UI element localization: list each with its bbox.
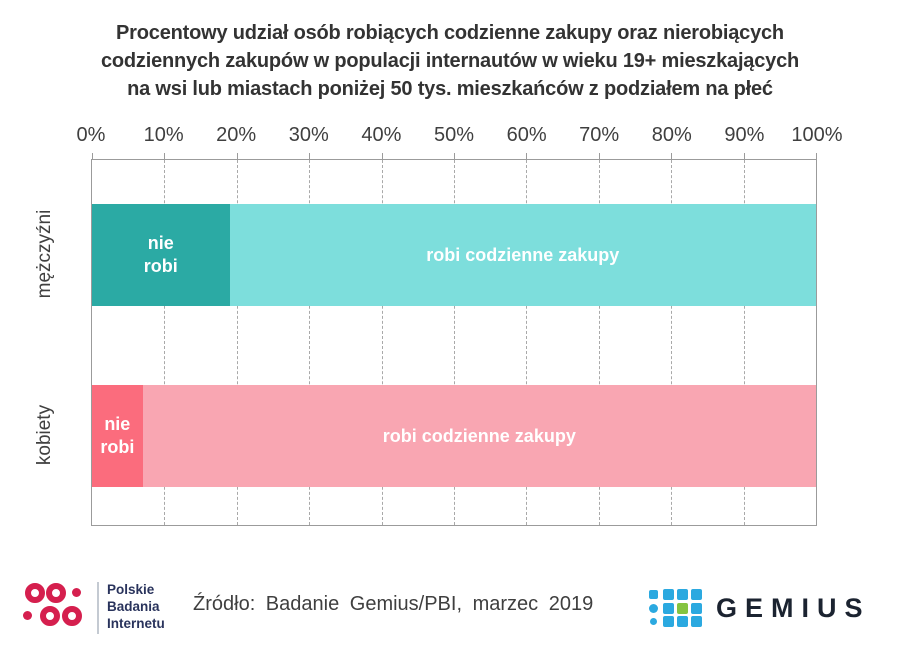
- x-axis-tick-label: 90%: [724, 124, 765, 146]
- x-axis-tick-label: 30%: [288, 124, 329, 146]
- pbi-logo-donut-icon: [25, 583, 45, 603]
- gridline: [454, 160, 455, 525]
- gemius-grid-square-icon: [663, 603, 674, 614]
- x-axis-tick-label: 10%: [143, 124, 184, 146]
- bar-segment-robi: robi codzienne zakupy: [142, 385, 816, 487]
- gemius-grid-square-icon: [691, 603, 702, 614]
- gemius-grid-square-icon: [663, 589, 674, 600]
- axis-tick: [454, 153, 455, 160]
- gemius-grid-square-icon: [691, 616, 702, 627]
- chart-title-line-3: na wsi lub miastach poniżej 50 tys. mies…: [127, 78, 773, 100]
- gemius-logo-grid-icon: [648, 589, 708, 629]
- pbi-logo-text-line-3: Internetu: [107, 616, 165, 631]
- pbi-logo-donut-icon: [62, 606, 82, 626]
- gridline: [743, 160, 745, 525]
- gemius-grid-square-icon: [663, 616, 674, 627]
- chart-title-line-1: Procentowy udział osób robiących codzien…: [116, 22, 784, 44]
- x-axis-tick-label: 40%: [361, 124, 402, 146]
- pbi-logo-divider: [97, 582, 99, 634]
- segment-label: robi codzienne zakupy: [426, 244, 620, 265]
- gemius-logo-text: GEMIUS: [716, 593, 871, 623]
- axis-tick: [236, 153, 238, 160]
- gemius-grid-dot-icon: [650, 618, 657, 625]
- segment-label: nie robi: [143, 233, 178, 276]
- gridline: [381, 160, 383, 525]
- gemius-grid-dot-icon: [649, 590, 658, 599]
- gridline: [236, 160, 238, 525]
- x-axis-tick-label: 100%: [791, 124, 843, 146]
- x-axis-tick-label: 80%: [651, 124, 692, 146]
- y-category-label-women: kobiety: [34, 404, 55, 466]
- pbi-logo: [23, 583, 87, 631]
- gridline: [598, 160, 600, 525]
- gridline: [309, 160, 311, 525]
- gemius-grid-dot-icon: [649, 604, 658, 613]
- pbi-logo-dot-icon: [23, 611, 32, 620]
- axis-tick: [671, 153, 673, 160]
- bar-segment-nie-robi: nie robi: [92, 385, 143, 487]
- gemius-grid-square-icon: [677, 589, 688, 600]
- bar-segment-nie-robi: nie robi: [92, 204, 230, 306]
- y-category-label-men: mężczyźni: [34, 209, 55, 299]
- axis-tick: [526, 153, 528, 160]
- x-axis-tick-label: 20%: [216, 124, 257, 146]
- segment-label: robi codzienne zakupy: [382, 425, 576, 446]
- bar-women: nie robi robi codzienne zakupy: [92, 385, 816, 487]
- chart-title: Procentowy udział osób robiących codzien…: [20, 19, 880, 103]
- bar-men: nie robi robi codzienne zakupy: [92, 204, 816, 306]
- pbi-logo-dot-icon: [72, 588, 81, 597]
- x-axis-tick-label: 60%: [506, 124, 547, 146]
- axis-tick: [816, 153, 817, 160]
- gemius-grid-square-icon: [677, 616, 688, 627]
- gridline: [526, 160, 528, 525]
- gridline: [671, 160, 673, 525]
- segment-label: nie robi: [100, 414, 135, 457]
- pbi-logo-donut-icon: [40, 606, 60, 626]
- x-axis-tick-label: 70%: [579, 124, 620, 146]
- gemius-grid-square-icon: [691, 589, 702, 600]
- axis-tick: [743, 153, 745, 160]
- axis-tick: [164, 153, 166, 160]
- plot-area: nie robi robi codzienne zakupy nie robi rob…: [91, 153, 817, 526]
- axis-tick: [309, 153, 311, 160]
- chart-title-line-2: codziennych zakupów w populacji internau…: [100, 50, 800, 72]
- axis-tick: [92, 153, 93, 160]
- x-axis-tick-label: 0%: [76, 124, 106, 146]
- gemius-grid-square-icon: [677, 603, 688, 614]
- source-text: Źródło: Badanie Gemius/PBI, marzec 2019: [193, 593, 594, 615]
- axis-tick: [381, 153, 383, 160]
- x-axis-tick-labels: 0% 10% 20% 30% 40% 50% 60% 70% 80% 90% 100%: [77, 124, 843, 150]
- pbi-logo-text: Polskie Badania Internetu: [107, 581, 165, 632]
- gridline: [164, 160, 166, 525]
- pbi-logo-text-line-2: Badania: [107, 599, 160, 614]
- pbi-logo-text-line-1: Polskie: [107, 582, 155, 597]
- axis-tick: [598, 153, 600, 160]
- bar-segment-robi: robi codzienne zakupy: [229, 204, 816, 306]
- pbi-logo-donut-icon: [46, 583, 66, 603]
- x-axis-tick-label: 50%: [433, 124, 475, 146]
